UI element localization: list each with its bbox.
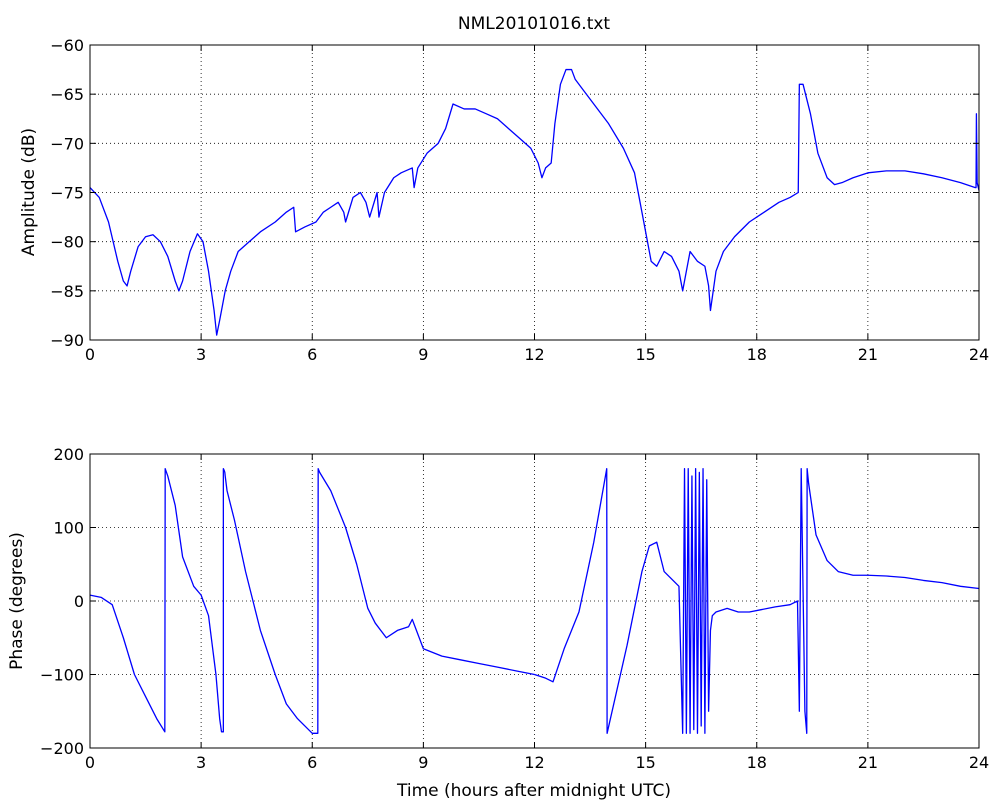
amplitude-x-tick-label: 15	[635, 345, 655, 364]
amplitude-y-tick-label: −60	[50, 36, 84, 55]
amplitude-x-tick-label: 21	[858, 345, 878, 364]
phase-x-tick-label: 15	[635, 753, 655, 772]
amplitude-x-tick-label: 18	[747, 345, 767, 364]
amplitude-y-tick-label: −65	[50, 85, 84, 104]
phase-panel: 0 3 6 9 12 15 18 21 24 −200 −100 0 100 200	[40, 445, 989, 772]
amplitude-y-axis-label: Amplitude (dB)	[19, 128, 39, 256]
phase-y-tick-label: 0	[74, 592, 84, 611]
amplitude-x-tick-label: 6	[307, 345, 317, 364]
amplitude-panel: 0 3 6 9 12 15 18 21 24 −90 −85 −80 −75 −70 −65 −60	[50, 36, 989, 364]
phase-x-axis-label: Time (hours after midnight UTC)	[396, 781, 671, 801]
phase-x-tick-label: 0	[85, 753, 95, 772]
amplitude-chart-title: NML20101016.txt	[458, 14, 611, 34]
amplitude-x-tick-label: 9	[418, 345, 428, 364]
phase-x-tick-label: 6	[307, 753, 317, 772]
amplitude-x-tick-label: 3	[196, 345, 206, 364]
amplitude-y-tick-label: −75	[50, 184, 84, 203]
amplitude-series-line	[89, 68, 980, 336]
phase-x-tick-label: 9	[418, 753, 428, 772]
amplitude-y-tick-label: −70	[50, 134, 84, 153]
amplitude-x-tick-label: 0	[85, 345, 95, 364]
phase-x-tick-label: 21	[858, 753, 878, 772]
phase-x-tick-label: 3	[196, 753, 206, 772]
amplitude-y-tick-label: −80	[50, 233, 84, 252]
phase-y-tick-label: −100	[40, 666, 84, 685]
phase-x-tick-label: 12	[524, 753, 544, 772]
amplitude-x-tick-label: 24	[969, 345, 989, 364]
phase-x-tick-label: 18	[747, 753, 767, 772]
amplitude-y-tick-label: −90	[50, 331, 84, 350]
phase-y-axis-label: Phase (degrees)	[7, 532, 27, 670]
phase-y-tick-label: 100	[53, 519, 84, 538]
phase-series-line	[89, 468, 980, 734]
phase-x-tick-label: 24	[969, 753, 989, 772]
amplitude-x-tick-label: 12	[524, 345, 544, 364]
amplitude-y-tick-label: −85	[50, 282, 84, 301]
phase-y-tick-label: −200	[40, 739, 84, 758]
phase-y-tick-label: 200	[53, 445, 84, 464]
